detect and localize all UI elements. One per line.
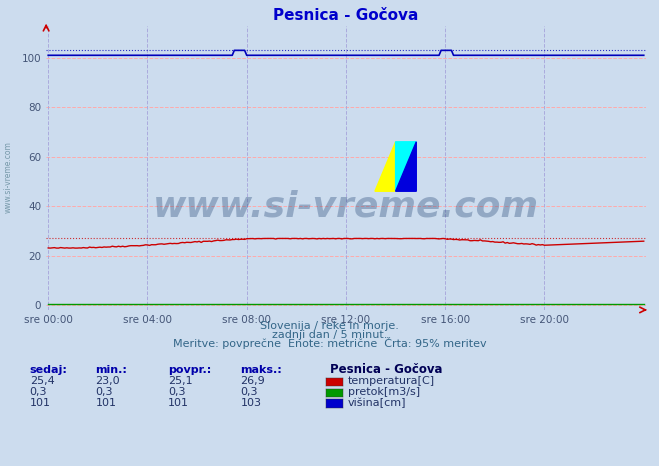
Text: www.si-vreme.com: www.si-vreme.com xyxy=(3,141,13,213)
Text: 0,3: 0,3 xyxy=(241,387,258,397)
Text: Slovenija / reke in morje.: Slovenija / reke in morje. xyxy=(260,321,399,330)
Text: višina[cm]: višina[cm] xyxy=(348,397,407,408)
Text: sedaj:: sedaj: xyxy=(30,365,67,375)
Text: min.:: min.: xyxy=(96,365,127,375)
Text: zadnji dan / 5 minut.: zadnji dan / 5 minut. xyxy=(272,330,387,340)
Text: www.si-vreme.com: www.si-vreme.com xyxy=(153,189,539,223)
Polygon shape xyxy=(375,142,395,191)
Text: 101: 101 xyxy=(96,398,117,408)
Polygon shape xyxy=(395,142,416,191)
Text: 26,9: 26,9 xyxy=(241,377,266,386)
Text: 101: 101 xyxy=(168,398,189,408)
Text: pretok[m3/s]: pretok[m3/s] xyxy=(348,387,420,397)
Text: 0,3: 0,3 xyxy=(30,387,47,397)
Polygon shape xyxy=(395,142,416,191)
Text: Pesnica - Gočova: Pesnica - Gočova xyxy=(330,363,442,376)
Text: 23,0: 23,0 xyxy=(96,377,120,386)
Text: 0,3: 0,3 xyxy=(96,387,113,397)
Text: povpr.:: povpr.: xyxy=(168,365,212,375)
Title: Pesnica - Gočova: Pesnica - Gočova xyxy=(273,8,418,23)
Text: maks.:: maks.: xyxy=(241,365,282,375)
Text: 101: 101 xyxy=(30,398,51,408)
Text: 103: 103 xyxy=(241,398,262,408)
Text: 25,4: 25,4 xyxy=(30,377,55,386)
Text: 25,1: 25,1 xyxy=(168,377,192,386)
Text: Meritve: povprečne  Enote: metrične  Črta: 95% meritev: Meritve: povprečne Enote: metrične Črta:… xyxy=(173,337,486,349)
Text: temperatura[C]: temperatura[C] xyxy=(348,377,435,386)
Text: 0,3: 0,3 xyxy=(168,387,186,397)
